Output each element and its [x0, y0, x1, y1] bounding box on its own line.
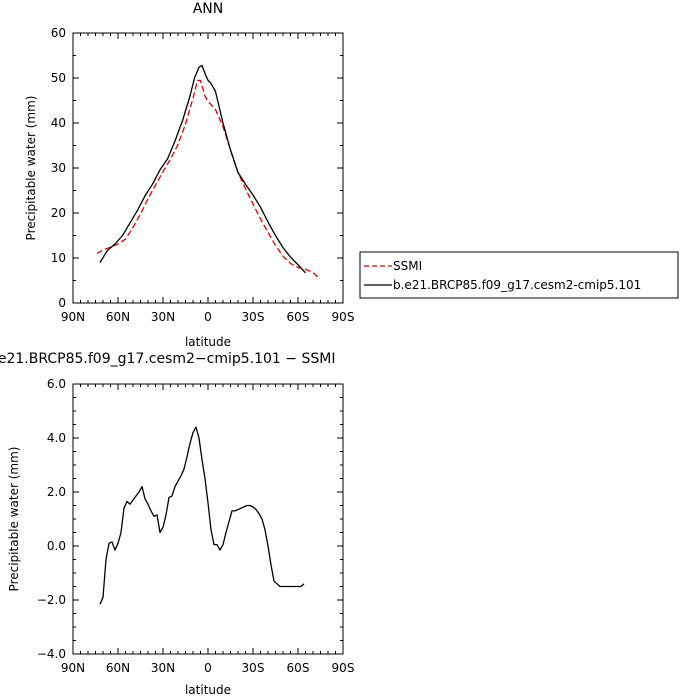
bottom-x-tick-label: 30S: [242, 661, 265, 675]
bottom-y-tick-label: 4.0: [47, 431, 66, 445]
top-y-axis-label: Precipitable water (mm): [24, 96, 38, 241]
top-y-tick-label: 10: [51, 251, 66, 265]
bottom-series-line-1: [99, 426, 305, 605]
top-y-tick-label: 50: [51, 71, 66, 85]
top-x-tick-label: 0: [204, 310, 212, 324]
bottom-x-axis-label: latitude: [185, 683, 231, 697]
top-series-lines: [96, 64, 318, 278]
bottom-x-tick-label: 90S: [332, 661, 355, 675]
top-y-tick-label: 20: [51, 206, 66, 220]
bottom-y-tick-label: −2.0: [37, 593, 66, 607]
top-x-tick-label: 30N: [151, 310, 175, 324]
bottom-x-tick-label: 60N: [106, 661, 130, 675]
top-x-tick-label: 90N: [61, 310, 85, 324]
bottom-panel: b.e21.BRCP85.f09_g17.cesm2−cmip5.101 − S…: [0, 351, 354, 697]
top-x-tick-label: 60S: [287, 310, 310, 324]
top-axis-ticks: 90N 60N 30N 0 30S 60S 90S 0 10 20 30 40 50 60: [51, 26, 355, 324]
bottom-y-axis-label: Precipitable water (mm): [7, 447, 21, 592]
bottom-x-tick-label: 0: [204, 661, 212, 675]
top-y-tick-label: 60: [51, 26, 66, 40]
top-series-line-2: [99, 64, 306, 274]
bottom-axis-ticks: 90N 60N 30N 0 30S 60S 90S −4.0 −2.0 0.0 2.0 4.0 6.0: [37, 377, 355, 675]
legend: SSMI b.e21.BRCP85.f09_g17.cesm2-cmip5.10…: [359, 251, 679, 299]
bottom-x-tick-label: 30N: [151, 661, 175, 675]
top-y-tick-label: 0: [58, 296, 66, 310]
top-x-tick-label: 30S: [242, 310, 265, 324]
bottom-x-tick-label: 60S: [287, 661, 310, 675]
legend-label-model: b.e21.BRCP85.f09_g17.cesm2-cmip5.101: [393, 278, 641, 292]
top-series-line-1: [96, 79, 318, 278]
bottom-y-tick-label: −4.0: [37, 647, 66, 661]
top-panel: ANN Precipitable water (mm) latitude 90N…: [24, 1, 354, 349]
top-y-tick-label: 30: [51, 161, 66, 175]
bottom-series-lines: [99, 426, 305, 605]
bottom-x-tick-label: 90N: [61, 661, 85, 675]
top-y-tick-label: 40: [51, 116, 66, 130]
legend-box: [359, 251, 679, 299]
top-chart-title: ANN: [193, 1, 224, 17]
bottom-y-tick-label: 2.0: [47, 485, 66, 499]
bottom-chart-title: b.e21.BRCP85.f09_g17.cesm2−cmip5.101 − S…: [0, 351, 335, 367]
top-x-tick-label: 90S: [332, 310, 355, 324]
bottom-y-tick-label: 6.0: [47, 377, 66, 391]
top-x-axis-label: latitude: [185, 335, 231, 349]
top-plot-frame: [72, 32, 344, 304]
bottom-plot-frame: [72, 383, 344, 655]
bottom-y-tick-label: 0.0: [47, 539, 66, 553]
top-x-tick-label: 60N: [106, 310, 130, 324]
legend-label-ssmi: SSMI: [393, 259, 422, 273]
